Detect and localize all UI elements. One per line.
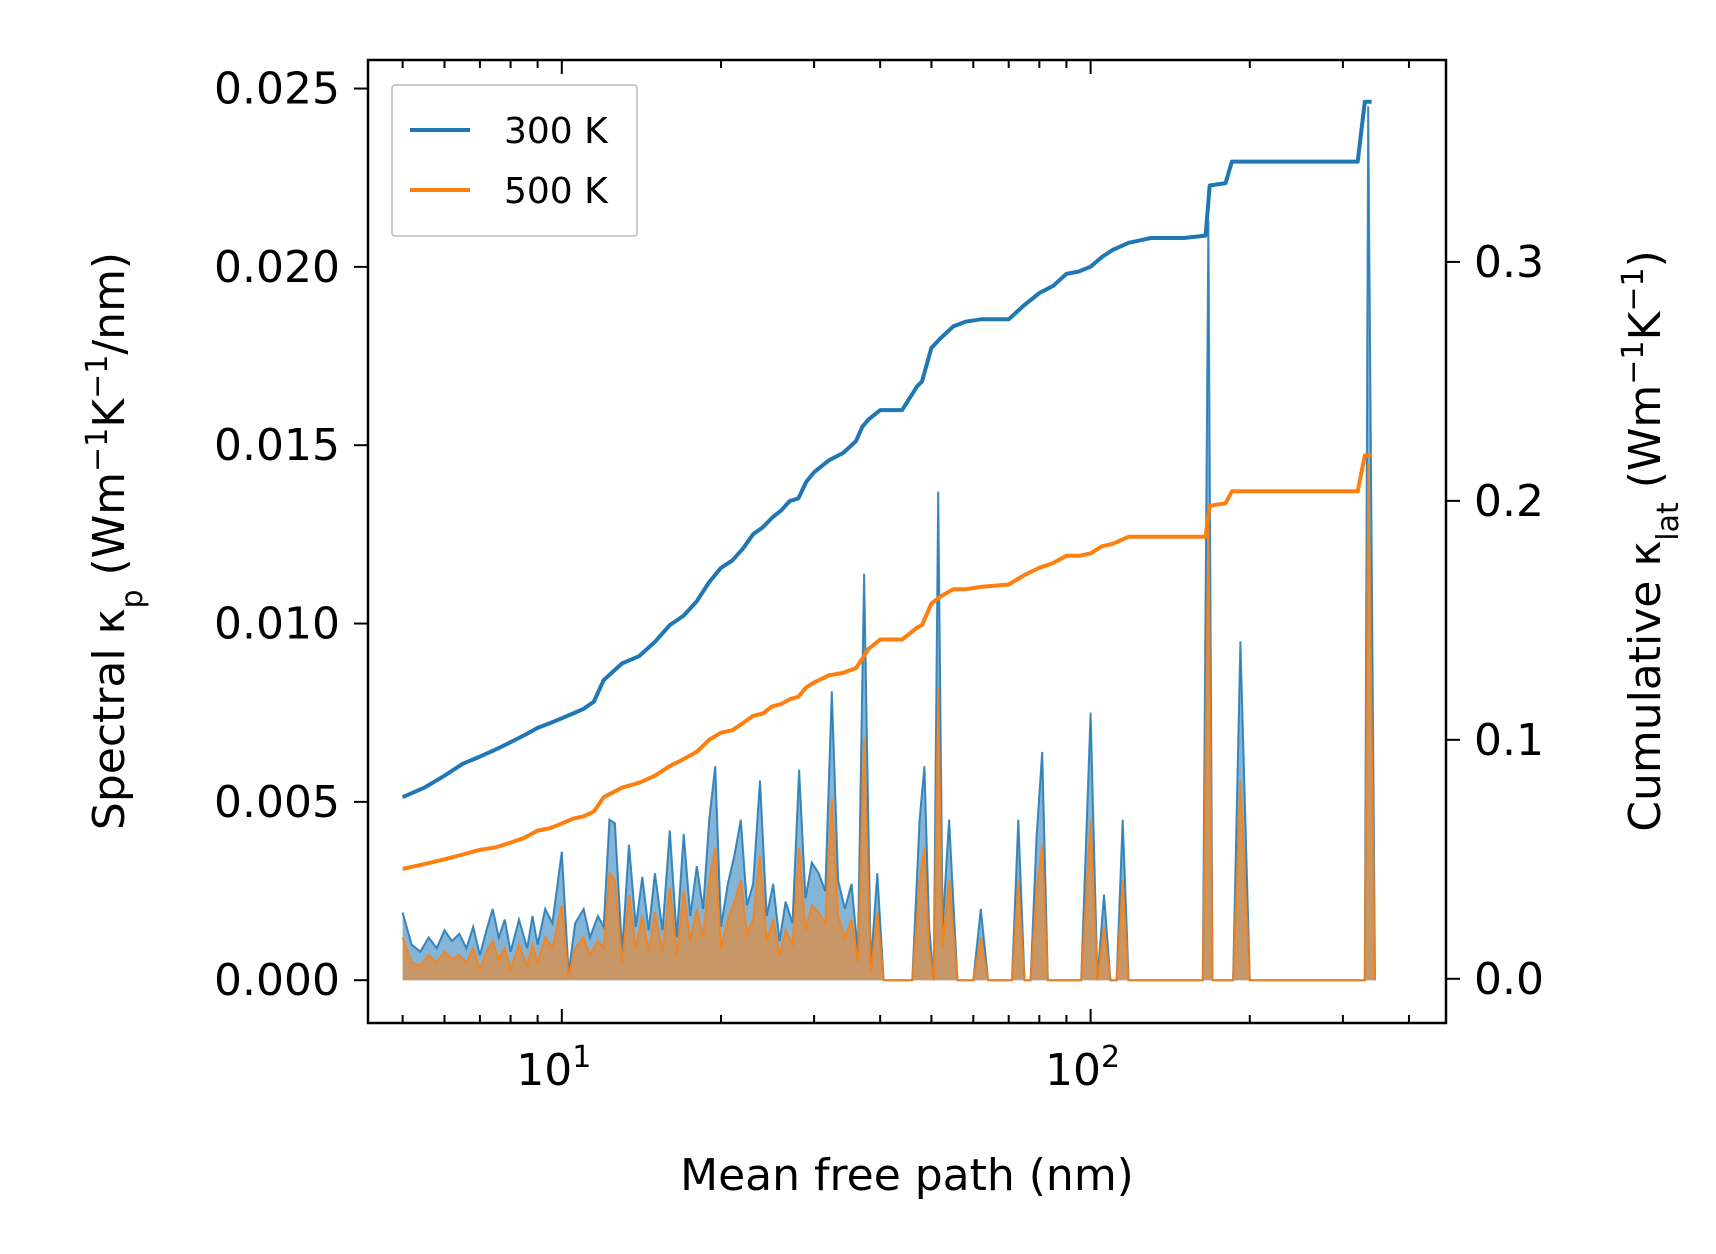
left-axis-ticks: 0.000 0.005 0.010 0.015 0.020 0.025	[214, 64, 368, 1006]
right-axis-ticks: 0.0 0.1 0.2 0.3	[1446, 237, 1544, 1005]
left-tick-label-3: 0.015	[214, 420, 340, 471]
right-title-superscript-1: −1	[1616, 340, 1651, 384]
x-axis-title: Mean free path (nm)	[680, 1150, 1134, 1201]
spectral-line-500k	[401, 462, 1376, 982]
x-tick-exponent: 1	[572, 1040, 591, 1075]
legend: 300 K 500 K	[391, 84, 638, 237]
right-title-part-4: )	[1620, 250, 1671, 267]
left-tick-label-1: 0.005	[214, 777, 340, 828]
x-tick-base: 10	[516, 1045, 572, 1096]
left-title-part-2: (Wm	[84, 472, 135, 590]
left-axis-title: Spectral κp (Wm−1K−1/nm)	[80, 252, 150, 830]
left-tick-label-5: 0.025	[214, 64, 340, 115]
left-tick-label-2: 0.010	[214, 599, 340, 650]
left-title-subscript: p	[115, 589, 150, 608]
plot-frame	[366, 58, 1448, 1025]
left-title-superscript-1: −1	[80, 428, 115, 472]
spectral-layer	[401, 106, 1376, 982]
x-tick-exponent: 2	[1101, 1040, 1120, 1075]
cumulative-line-300k	[401, 99, 1372, 800]
spectral-line-300k	[401, 106, 1376, 982]
right-title-part-2: (Wm	[1620, 385, 1671, 503]
right-title-subscript: lat	[1651, 502, 1686, 541]
right-title-part-1: Cumulative κ	[1620, 541, 1671, 832]
x-tick-label-0: 101	[516, 1040, 591, 1096]
right-title-superscript-2: −1	[1616, 267, 1651, 311]
right-tick-label-2: 0.2	[1474, 476, 1544, 527]
x-axis-ticks: 101 102	[401, 60, 1410, 1096]
right-tick-label-0: 0.0	[1474, 954, 1544, 1005]
left-tick-label-4: 0.020	[214, 242, 340, 293]
legend-box	[391, 84, 638, 237]
right-title-part-3: K	[1620, 310, 1671, 340]
left-title-part-1: Spectral κ	[84, 609, 135, 831]
x-tick-base: 10	[1045, 1045, 1101, 1096]
left-title-superscript-2: −1	[80, 355, 115, 399]
left-tick-label-0: 0.000	[214, 955, 340, 1006]
left-title-part-4: /nm)	[84, 252, 135, 355]
x-tick-label-1: 102	[1045, 1040, 1120, 1096]
cumulative-layer	[401, 99, 1372, 871]
right-tick-label-1: 0.1	[1474, 715, 1544, 766]
legend-label-500k: 500 K	[504, 171, 609, 212]
left-title-part-3: K	[84, 398, 135, 428]
right-tick-label-3: 0.3	[1474, 237, 1544, 288]
right-axis-title: Cumulative κlat (Wm−1K−1)	[1616, 250, 1686, 832]
legend-label-300k: 300 K	[504, 111, 609, 152]
cumulative-line-500k	[402, 453, 1372, 871]
